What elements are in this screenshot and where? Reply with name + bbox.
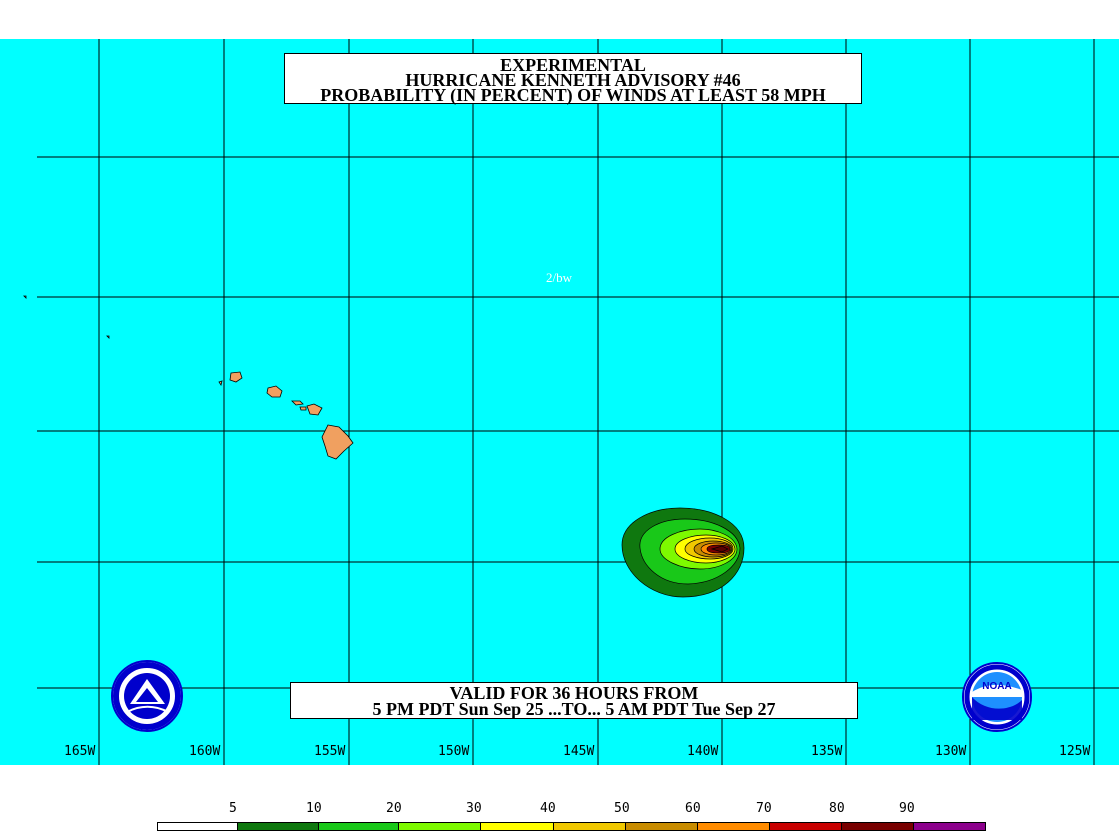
legend-label-90: 90 bbox=[899, 801, 915, 816]
legend-label-10: 10 bbox=[306, 801, 322, 816]
legend-label-70: 70 bbox=[756, 801, 772, 816]
title-line-1: EXPERIMENTAL bbox=[500, 55, 646, 75]
ocean-background bbox=[0, 39, 1119, 765]
lon-label-140w: 140W bbox=[687, 744, 719, 759]
lon-label-165w: 165W bbox=[64, 744, 96, 759]
hawaiian-islands bbox=[23, 295, 354, 460]
valid-period-box: VALID FOR 36 HOURS FROM 5 PM PDT Sun Sep… bbox=[290, 682, 858, 719]
legend-swatch-0 bbox=[157, 822, 238, 831]
legend-label-50: 50 bbox=[614, 801, 630, 816]
lon-label-135w: 135W bbox=[811, 744, 843, 759]
valid-line-2: 5 PM PDT Sun Sep 25 ...TO... 5 AM PDT Tu… bbox=[372, 699, 776, 719]
legend-label-60: 60 bbox=[685, 801, 701, 816]
svg-text:NOAA: NOAA bbox=[982, 681, 1011, 692]
legend-swatch-7 bbox=[697, 822, 770, 831]
wind-probability-contours bbox=[621, 507, 745, 598]
legend-swatch-1 bbox=[237, 822, 319, 831]
legend-swatch-10 bbox=[913, 822, 986, 831]
lon-label-125w: 125W bbox=[1059, 744, 1091, 759]
lon-label-160w: 160W bbox=[189, 744, 221, 759]
legend-swatch-3 bbox=[398, 822, 481, 831]
map-annotation: 2/bw bbox=[546, 270, 572, 285]
lon-label-150w: 150W bbox=[438, 744, 470, 759]
legend-swatch-8 bbox=[769, 822, 842, 831]
title-line-2: HURRICANE KENNETH ADVISORY #46 bbox=[405, 70, 741, 90]
lon-label-130w: 130W bbox=[935, 744, 967, 759]
legend-swatch-9 bbox=[841, 822, 914, 831]
legend-label-30: 30 bbox=[466, 801, 482, 816]
legend-label-80: 80 bbox=[829, 801, 845, 816]
legend-swatch-5 bbox=[553, 822, 626, 831]
lon-label-145w: 145W bbox=[563, 744, 595, 759]
map-title-box: EXPERIMENTAL HURRICANE KENNETH ADVISORY … bbox=[284, 53, 862, 104]
valid-line-1: VALID FOR 36 HOURS FROM bbox=[449, 683, 699, 703]
noaa-logo: NOAA bbox=[962, 662, 1032, 732]
nws-logo bbox=[111, 660, 183, 732]
legend-swatch-4 bbox=[480, 822, 554, 831]
legend-label-20: 20 bbox=[386, 801, 402, 816]
title-line-3: PROBABILITY (IN PERCENT) OF WINDS AT LEA… bbox=[320, 85, 826, 105]
legend-swatch-2 bbox=[318, 822, 399, 831]
legend-swatch-6 bbox=[625, 822, 698, 831]
lon-label-155w: 155W bbox=[314, 744, 346, 759]
legend-label-40: 40 bbox=[540, 801, 556, 816]
legend-label-5: 5 bbox=[229, 801, 237, 816]
